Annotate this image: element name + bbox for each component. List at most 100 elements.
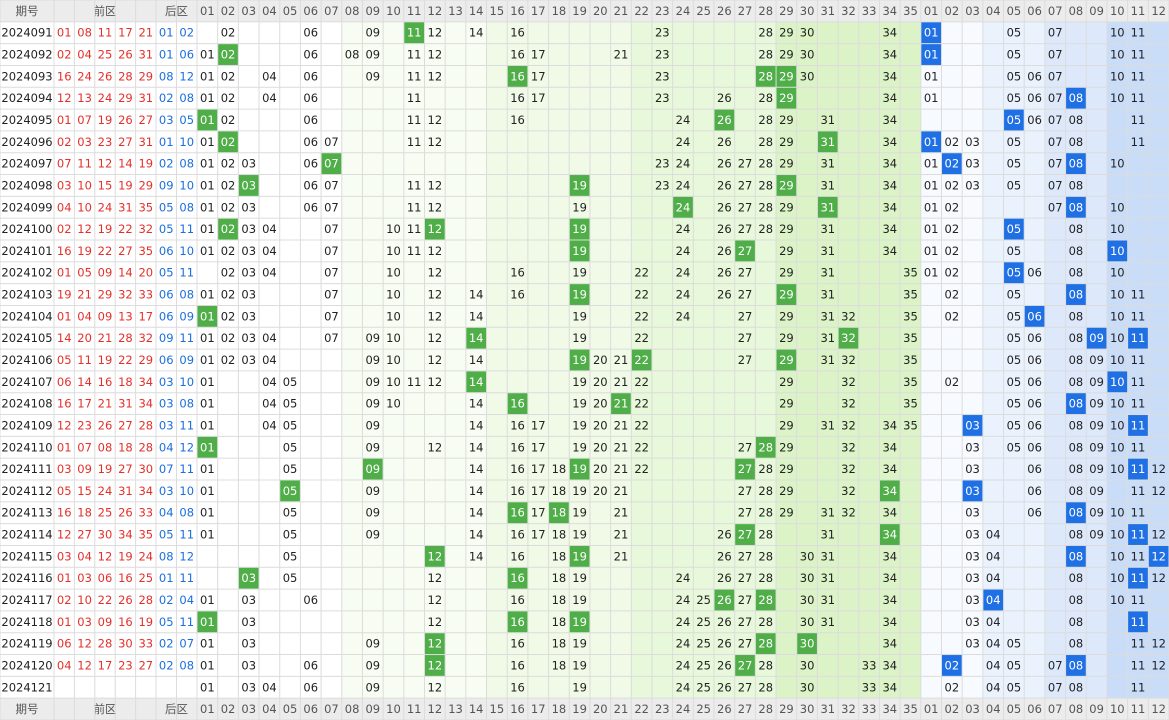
- front-number: 19: [98, 113, 113, 127]
- front-trend-number: 27: [738, 440, 753, 454]
- front-trend-number: 18: [552, 593, 567, 607]
- front-trend-number: 35: [903, 266, 918, 280]
- front-hit: [507, 567, 528, 589]
- front-trend-number: 04: [262, 331, 277, 345]
- front-hit-number: 28: [758, 637, 773, 651]
- front-trend-number: 12: [428, 266, 443, 280]
- back-trend-number: 07: [1048, 178, 1063, 192]
- column-label: 09: [365, 4, 380, 18]
- front-trend-number: 26: [717, 615, 732, 629]
- back-trend-number: 06: [1027, 331, 1042, 345]
- back-trend-number: 03: [965, 615, 980, 629]
- front-hit: [197, 436, 218, 458]
- front-trend-number: 01: [200, 484, 215, 498]
- front-hit: [714, 109, 735, 131]
- front-hit: [817, 131, 838, 153]
- front-trend-number: 04: [262, 418, 277, 432]
- back-trend-number: 05: [1007, 331, 1022, 345]
- front-trend-number: 29: [779, 266, 794, 280]
- front-trend-number: 34: [882, 178, 897, 192]
- back-trend-number: 10: [1110, 69, 1125, 83]
- front-number: 12: [77, 222, 92, 236]
- back-hit: [1066, 284, 1086, 305]
- front-trend-number: 09: [365, 26, 380, 40]
- column-band: [651, 21, 673, 699]
- back-trend-number: 10: [1110, 353, 1125, 367]
- back-trend-number: 04: [986, 615, 1001, 629]
- front-trend-number: 29: [779, 375, 794, 389]
- front-trend-number: 30: [800, 571, 815, 585]
- front-number: 32: [138, 331, 153, 345]
- column-band: [589, 21, 611, 699]
- column-band: [507, 21, 528, 699]
- front-number: 19: [98, 222, 113, 236]
- front-number: 12: [77, 637, 92, 651]
- back-trend-number: 01: [924, 157, 939, 171]
- front-number: 16: [118, 571, 133, 585]
- front-number: 32: [118, 288, 133, 302]
- back-trend-number: 11: [1131, 69, 1146, 83]
- column-label: 34: [882, 702, 897, 716]
- front-number: 03: [57, 549, 72, 563]
- front-trend-number: 34: [882, 549, 897, 563]
- front-hit: [321, 153, 342, 175]
- front-trend-number: 27: [738, 200, 753, 214]
- front-trend-number: 16: [510, 462, 525, 476]
- front-hit: [404, 22, 424, 44]
- column-label: 29: [779, 702, 794, 716]
- period: 2024109: [1, 418, 52, 432]
- front-number: 09: [98, 309, 113, 323]
- period: 2024112: [1, 484, 52, 498]
- front-number: 15: [77, 484, 92, 498]
- back-trend-number: 02: [945, 244, 960, 258]
- column-label: 24: [676, 702, 691, 716]
- front-trend-number: 26: [717, 157, 732, 171]
- front-hit-number: 01: [200, 309, 215, 323]
- front-trend-number: 14: [469, 26, 484, 40]
- period: 2024094: [1, 91, 52, 105]
- front-trend-number: 05: [283, 571, 298, 585]
- front-trend-number: 29: [779, 484, 794, 498]
- back-trend-number: 12: [1151, 462, 1166, 476]
- front-number: 04: [77, 309, 92, 323]
- back-trend-number: 03: [965, 440, 980, 454]
- back-trend-number: 07: [1048, 135, 1063, 149]
- front-trend-number: 27: [738, 288, 753, 302]
- period: 2024097: [1, 157, 52, 171]
- front-trend-number: 08: [345, 48, 360, 62]
- column-label: 08: [345, 702, 360, 716]
- front-number: 31: [118, 397, 133, 411]
- front-hit-number: 29: [779, 288, 794, 302]
- front-number: 09: [77, 462, 92, 476]
- column-band: [858, 21, 880, 699]
- back-hit: [983, 589, 1004, 611]
- front-trend-number: 28: [758, 528, 773, 542]
- column-label: 05: [1007, 4, 1022, 18]
- front-trend-number: 24: [676, 157, 691, 171]
- front-trend-number: 05: [283, 506, 298, 520]
- front-trend-number: 03: [241, 331, 256, 345]
- front-trend-number: 24: [676, 637, 691, 651]
- front-trend-number: 12: [428, 244, 443, 258]
- back-trend-number: 03: [965, 593, 980, 607]
- front-hit: [424, 218, 445, 240]
- front-trend-number: 23: [655, 26, 670, 40]
- column-band: [1024, 21, 1045, 699]
- back-trend-number: 11: [1131, 26, 1146, 40]
- front-trend-number: 31: [820, 593, 835, 607]
- front-number: 12: [57, 528, 72, 542]
- front-number: 03: [77, 615, 92, 629]
- back-number: 04: [179, 593, 194, 607]
- back-trend-number: 11: [1131, 309, 1146, 323]
- front-number: 28: [138, 593, 153, 607]
- front-number: 23: [77, 418, 92, 432]
- column-label: 17: [531, 702, 546, 716]
- front-number: 30: [98, 528, 113, 542]
- front-trend-number: 12: [428, 440, 443, 454]
- front-number: 16: [98, 375, 113, 389]
- front-trend-number: 34: [882, 593, 897, 607]
- back-trend-number: 05: [1007, 48, 1022, 62]
- back-trend-number: 11: [1131, 658, 1146, 672]
- front-hit: [569, 218, 590, 240]
- front-hit: [714, 589, 735, 611]
